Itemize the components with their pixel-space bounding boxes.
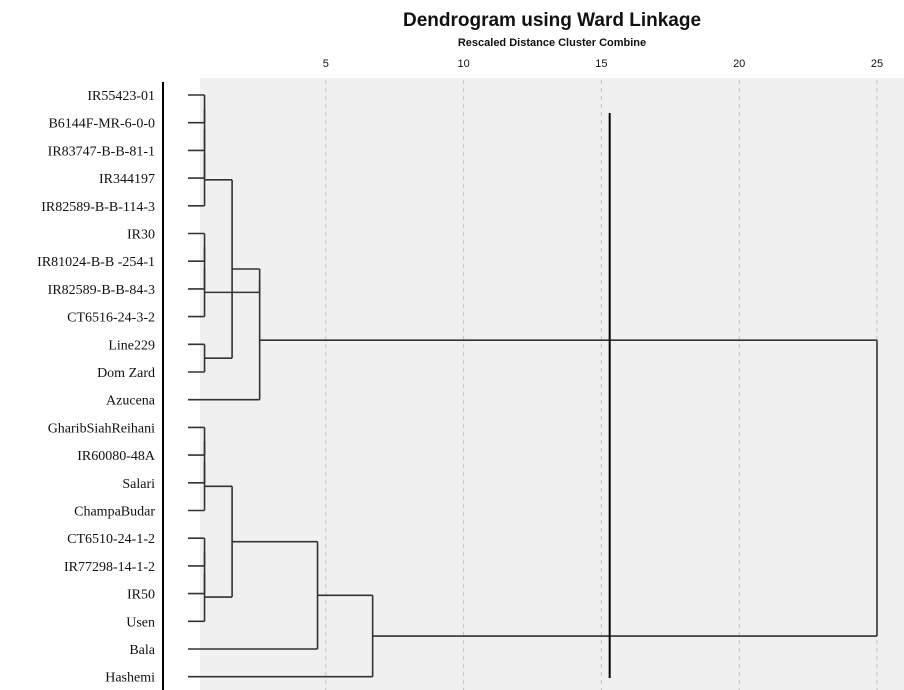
leaf-label: ChampaBudar	[74, 505, 155, 520]
leaf-label: IR344197	[99, 172, 155, 187]
leaf-label: IR30	[127, 228, 155, 243]
leaf-label: IR77298-14-1-2	[64, 560, 155, 575]
chart-title: Dendrogram using Ward Linkage	[402, 10, 702, 31]
leaf-label: IR82589-B-B-114-3	[41, 200, 155, 215]
leaf-label: B6144F-MR-6-0-0	[48, 117, 155, 132]
leaf-label: Salari	[122, 477, 155, 492]
x-tick-label: 5	[323, 58, 329, 70]
leaf-label-layer: IR55423-01 B6144F-MR-6-0-0 IR83747-B-B-81-…	[37, 89, 156, 686]
plot-area	[200, 78, 904, 690]
x-tick-label: 10	[457, 58, 469, 70]
tick-label-layer: 5 10 15 20 25	[323, 58, 883, 70]
leaf-label: IR55423-01	[87, 89, 155, 104]
leaf-label: GharibSiahReihani	[48, 421, 155, 436]
x-tick-label: 20	[733, 58, 745, 70]
leaf-label: IR50	[127, 588, 155, 603]
leaf-label: Hashemi	[105, 671, 155, 686]
leaf-label: Line229	[108, 338, 155, 353]
leaf-label: IR81024-B-B -254-1	[37, 255, 155, 270]
leaf-label: IR82589-B-B-84-3	[48, 283, 155, 298]
leaf-label: Dom Zard	[97, 366, 155, 381]
leaf-label: IR83747-B-B-81-1	[48, 144, 155, 159]
leaf-label: CT6510-24-1-2	[67, 532, 155, 547]
dendrogram-links	[188, 94, 878, 678]
leaf-label: CT6516-24-3-2	[67, 311, 155, 326]
leaf-label: Usen	[126, 615, 155, 630]
chart-subtitle: Rescaled Distance Cluster Combine	[457, 37, 647, 49]
x-tick-label: 25	[871, 58, 883, 70]
x-tick-label: 15	[595, 58, 607, 70]
leaf-label: Azucena	[106, 394, 156, 409]
leaf-label: IR60080-48A	[77, 449, 156, 464]
leaf-label: Bala	[129, 643, 155, 658]
